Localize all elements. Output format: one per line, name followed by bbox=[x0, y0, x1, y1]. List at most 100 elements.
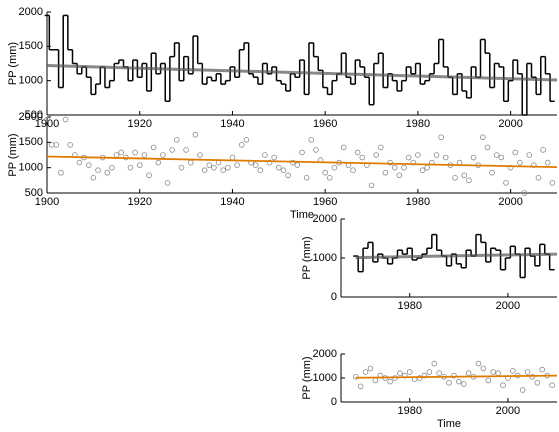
point bbox=[433, 152, 440, 158]
trend-line bbox=[355, 374, 558, 379]
point bbox=[146, 172, 152, 179]
point bbox=[510, 367, 516, 374]
point bbox=[490, 369, 496, 375]
y-tick-label: 1500 bbox=[19, 40, 43, 52]
point bbox=[299, 149, 305, 156]
point bbox=[480, 365, 487, 372]
point bbox=[500, 382, 506, 389]
point bbox=[192, 131, 199, 138]
point bbox=[421, 372, 428, 379]
point bbox=[465, 370, 472, 377]
point bbox=[415, 152, 421, 158]
point bbox=[405, 154, 412, 161]
point bbox=[359, 154, 366, 161]
x-tick-label: 1960 bbox=[313, 118, 337, 130]
point bbox=[517, 159, 523, 166]
y-tick-label: 2000 bbox=[19, 6, 43, 18]
y-axis-label: PP (mm) bbox=[301, 356, 313, 399]
point bbox=[104, 169, 111, 176]
point bbox=[512, 149, 519, 156]
trend-line bbox=[46, 155, 558, 169]
point bbox=[535, 175, 542, 181]
point bbox=[539, 366, 546, 373]
point bbox=[48, 142, 55, 148]
point bbox=[155, 159, 162, 166]
point bbox=[164, 180, 171, 186]
point bbox=[85, 162, 92, 168]
point bbox=[396, 172, 403, 179]
point bbox=[225, 164, 231, 171]
point bbox=[484, 144, 491, 151]
point bbox=[44, 116, 50, 123]
point bbox=[276, 164, 282, 171]
point bbox=[252, 162, 259, 168]
point bbox=[442, 154, 449, 161]
point bbox=[169, 147, 175, 153]
x-tick-label: 2000 bbox=[496, 300, 520, 312]
point bbox=[150, 144, 157, 151]
y-tick-label: 1000 bbox=[19, 162, 43, 174]
point bbox=[507, 164, 514, 171]
point bbox=[495, 370, 501, 377]
point bbox=[391, 164, 398, 171]
y-axis-label: PP (mm) bbox=[301, 236, 313, 279]
point bbox=[271, 154, 277, 161]
point bbox=[419, 167, 426, 174]
point bbox=[352, 373, 359, 380]
point bbox=[141, 152, 148, 158]
x-tick-label: 1920 bbox=[127, 118, 151, 130]
point bbox=[485, 377, 492, 384]
point bbox=[76, 159, 83, 166]
point bbox=[367, 365, 374, 372]
point bbox=[238, 142, 245, 148]
point bbox=[174, 137, 180, 143]
point bbox=[362, 369, 369, 375]
x-tick-label: 1980 bbox=[406, 118, 430, 130]
y-axis-label: PP (mm) bbox=[7, 133, 19, 176]
point bbox=[118, 149, 124, 156]
point bbox=[424, 164, 430, 171]
point bbox=[373, 152, 379, 158]
point bbox=[426, 369, 433, 375]
y-tick-label: 0 bbox=[331, 291, 337, 303]
point bbox=[534, 379, 541, 386]
y-tick-label: 500 bbox=[25, 109, 43, 121]
point bbox=[372, 377, 379, 384]
trend-line bbox=[46, 64, 558, 82]
x-tick-label: 1940 bbox=[220, 118, 244, 130]
x-tick-label: 1920 bbox=[127, 196, 151, 208]
y-tick-label: 2000 bbox=[19, 111, 43, 123]
point bbox=[322, 169, 328, 176]
y-tick-label: 1000 bbox=[313, 252, 337, 264]
y-tick-label: 500 bbox=[25, 187, 43, 199]
x-axis-label: Time bbox=[290, 209, 314, 221]
point bbox=[446, 379, 452, 386]
point bbox=[331, 164, 338, 171]
y-tick-label: 1000 bbox=[313, 372, 337, 384]
point bbox=[368, 182, 375, 189]
point bbox=[313, 147, 319, 153]
point bbox=[549, 180, 556, 186]
point bbox=[544, 159, 551, 166]
point bbox=[401, 164, 407, 171]
y-tick-label: 2000 bbox=[313, 348, 337, 360]
point bbox=[540, 147, 546, 153]
x-tick-label: 2000 bbox=[498, 196, 522, 208]
point bbox=[220, 167, 226, 174]
point bbox=[350, 167, 356, 174]
point bbox=[303, 175, 310, 181]
point bbox=[109, 164, 115, 171]
x-tick-label: 1980 bbox=[397, 405, 421, 417]
point bbox=[451, 372, 457, 379]
x-axis-label: Time bbox=[437, 418, 461, 430]
x-tick-label: 1900 bbox=[35, 196, 59, 208]
point bbox=[183, 147, 189, 153]
point bbox=[113, 152, 120, 158]
y-axis-label: PP (mm) bbox=[7, 42, 19, 85]
trend-line bbox=[355, 252, 558, 260]
point bbox=[498, 154, 505, 161]
x-tick-label: 1940 bbox=[220, 196, 244, 208]
point bbox=[382, 169, 389, 176]
